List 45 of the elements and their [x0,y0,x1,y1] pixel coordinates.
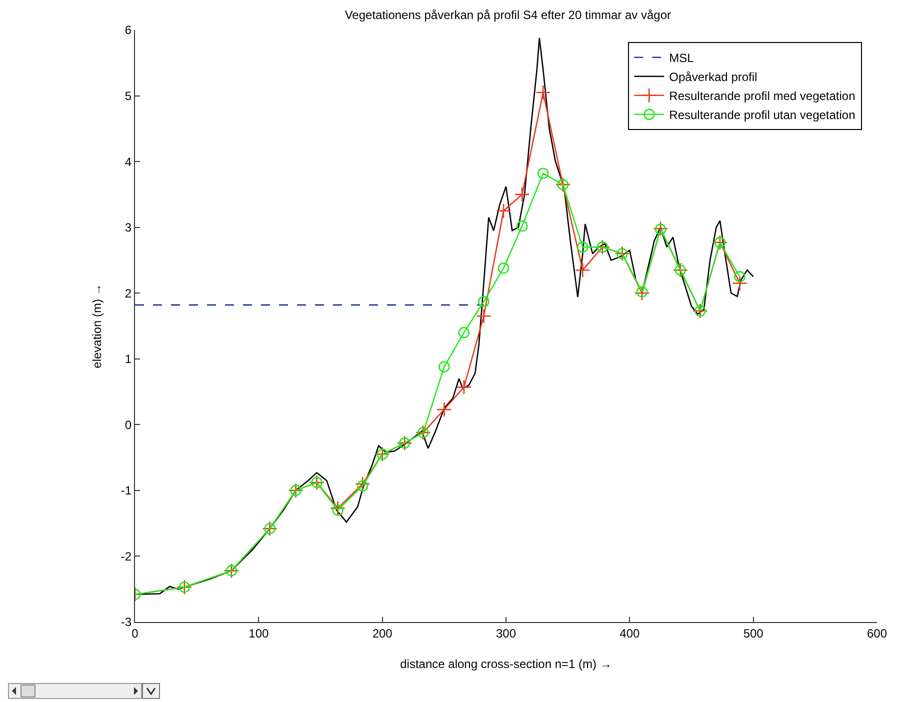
point [354,476,370,492]
point [514,186,530,202]
legend-label: Opåverkad profil [669,70,758,84]
legend-label: Resulterande profil med vegetation [669,89,856,104]
y-tick-label: -1 [120,484,132,498]
point [537,168,549,180]
chart-title: Vegetationens påverkan på profil S4 efter 20 timmar av vågor [344,8,672,22]
legend-label: MSL [669,51,694,66]
point [634,285,650,301]
point [496,203,512,219]
y-tick-label: 1 [124,352,132,366]
point [516,220,528,232]
point [438,361,450,372]
point [535,84,551,100]
point [732,276,748,291]
point [356,480,368,492]
point [458,326,470,338]
point [332,504,344,516]
x-axis-title: distance along cross-section n=1 (m) → [400,657,612,671]
point [330,500,346,516]
x-tick-label: 300 [496,626,516,640]
point [456,380,472,395]
point [575,262,590,278]
x-tick-label: 200 [372,626,393,640]
y-tick-label: 5 [124,88,132,103]
point [636,286,648,298]
y-axis-title: elevation (m) → [90,284,104,368]
y-tick-label: -2 [120,549,132,564]
point [478,296,490,308]
x-tick-label: 600 [866,626,888,640]
point [476,308,492,324]
x-tick-label: 100 [248,626,269,640]
y-tick-label: 2 [124,286,132,300]
legend-label: Resulterande profil utan vegetation [669,108,856,122]
point [436,402,452,418]
point [734,271,746,282]
point [577,241,588,253]
point [498,262,510,274]
x-tick-label: 500 [743,626,764,640]
y-tick-label: 6 [124,23,132,38]
y-tick-label: 3 [124,220,132,235]
y-tick-label: -3 [120,615,132,630]
y-tick-label: 4 [124,154,132,169]
x-tick-label: 400 [620,626,640,640]
y-tick-label: 0 [124,418,132,432]
